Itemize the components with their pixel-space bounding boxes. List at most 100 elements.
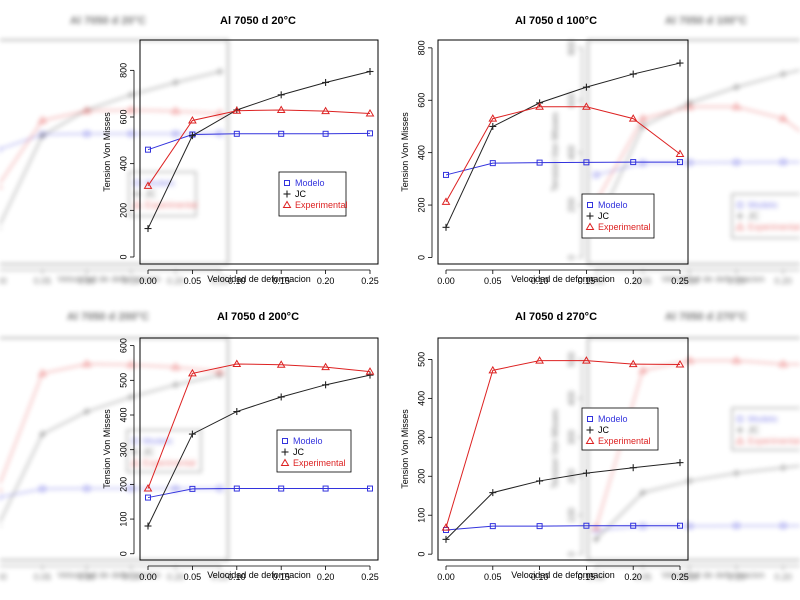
y-axis-label: Tension Von Misses bbox=[550, 112, 560, 192]
x-tick-label: 0.15 bbox=[272, 572, 290, 582]
data-point bbox=[278, 485, 285, 492]
x-tick-label: 0.20 bbox=[624, 572, 642, 582]
chart-title: Al 7050 d 20°C bbox=[70, 15, 146, 27]
y-tick-label: 200 bbox=[566, 198, 576, 213]
data-point bbox=[38, 430, 46, 438]
y-axis-label: Tension Von Misses bbox=[102, 409, 112, 489]
data-point bbox=[536, 523, 543, 530]
series-modelo bbox=[443, 522, 683, 534]
data-point bbox=[277, 91, 285, 99]
data-point bbox=[0, 227, 2, 230]
x-tick-label: 0.10 bbox=[531, 572, 549, 582]
x-tick-label: 0.20 bbox=[624, 276, 642, 286]
y-tick-label: 200 bbox=[118, 203, 128, 218]
x-tick-label: 0.00 bbox=[0, 276, 7, 286]
x-axis-label: Velocidad de deformacion bbox=[207, 274, 311, 284]
x-tick-label: 0.15 bbox=[578, 276, 596, 286]
data-point bbox=[638, 114, 648, 122]
chart-title: Al 7050 d 100°C bbox=[665, 15, 747, 27]
legend-marker bbox=[587, 202, 593, 208]
legend-box bbox=[126, 429, 202, 473]
y-tick-label: 200 bbox=[118, 477, 128, 492]
legend-label: Experimental bbox=[598, 436, 651, 446]
legend-marker bbox=[735, 222, 745, 230]
data-point bbox=[677, 159, 683, 166]
series-jc bbox=[144, 371, 374, 530]
x-tick-label: 0.20 bbox=[167, 276, 185, 286]
data-point bbox=[535, 102, 544, 110]
data-point bbox=[639, 160, 646, 167]
series-jc bbox=[144, 68, 374, 233]
series-line bbox=[0, 363, 221, 485]
legend-label: Experimental bbox=[145, 200, 198, 210]
x-tick-label: 0.10 bbox=[681, 572, 699, 582]
series-line bbox=[445, 525, 680, 531]
data-point bbox=[171, 106, 180, 115]
legend-label: Experimental bbox=[293, 458, 346, 468]
y-axis-label: Tension Von Misses bbox=[400, 409, 410, 489]
series-line bbox=[595, 106, 800, 203]
legend-marker bbox=[281, 448, 289, 456]
data-point bbox=[489, 160, 496, 167]
chart-title: Al 7050 d 270°C bbox=[665, 311, 747, 323]
data-point bbox=[628, 114, 638, 122]
data-point bbox=[145, 146, 151, 153]
data-point bbox=[321, 362, 330, 371]
data-point bbox=[322, 130, 329, 137]
x-tick-label: 0.15 bbox=[578, 572, 596, 582]
y-axis-label: Tension Von Misses bbox=[550, 409, 560, 489]
series-line bbox=[445, 161, 680, 176]
x-tick-label: 0.05 bbox=[184, 276, 202, 286]
data-point bbox=[172, 130, 179, 137]
series-line bbox=[445, 462, 681, 540]
data-point bbox=[321, 106, 330, 115]
data-point bbox=[733, 159, 740, 166]
series-line bbox=[0, 71, 221, 226]
chart-3: Al 7050 d 200°C01002003004005006000.000.… bbox=[0, 311, 229, 582]
series-experimental bbox=[441, 102, 685, 205]
data-point bbox=[322, 381, 330, 389]
data-point bbox=[38, 132, 46, 140]
legend-label: JC bbox=[293, 447, 305, 457]
chart-title: Al 7050 d 270°C bbox=[515, 311, 597, 323]
series-experimental bbox=[0, 359, 225, 492]
data-point bbox=[126, 360, 136, 368]
y-tick-label: 600 bbox=[566, 93, 576, 108]
data-point bbox=[143, 181, 153, 189]
x-tick-label: 0.00 bbox=[587, 572, 605, 582]
plot-frame bbox=[437, 337, 689, 561]
series-experimental bbox=[143, 105, 375, 189]
x-tick-label: 0.05 bbox=[34, 572, 52, 582]
legend-marker bbox=[737, 202, 743, 208]
data-point bbox=[188, 132, 196, 140]
series-jc bbox=[442, 459, 684, 543]
data-point bbox=[628, 359, 638, 368]
data-point bbox=[0, 146, 1, 153]
data-point bbox=[582, 83, 590, 91]
data-point bbox=[322, 485, 329, 492]
data-point bbox=[488, 365, 498, 374]
data-point bbox=[732, 356, 741, 364]
legend-marker bbox=[133, 190, 141, 198]
data-point bbox=[489, 523, 496, 530]
legend-marker bbox=[586, 426, 594, 434]
data-point bbox=[172, 78, 180, 86]
y-axis-label: Tension Von Misses bbox=[102, 112, 112, 192]
y-tick-label: 600 bbox=[118, 338, 128, 353]
plot-frame bbox=[139, 337, 379, 561]
data-point bbox=[630, 159, 637, 166]
data-point bbox=[489, 122, 497, 130]
x-tick-label: 0.10 bbox=[78, 276, 96, 286]
data-point bbox=[366, 68, 374, 75]
series-line bbox=[0, 374, 221, 524]
series-jc bbox=[0, 68, 224, 230]
legend-marker bbox=[131, 448, 139, 456]
data-point bbox=[39, 485, 46, 492]
